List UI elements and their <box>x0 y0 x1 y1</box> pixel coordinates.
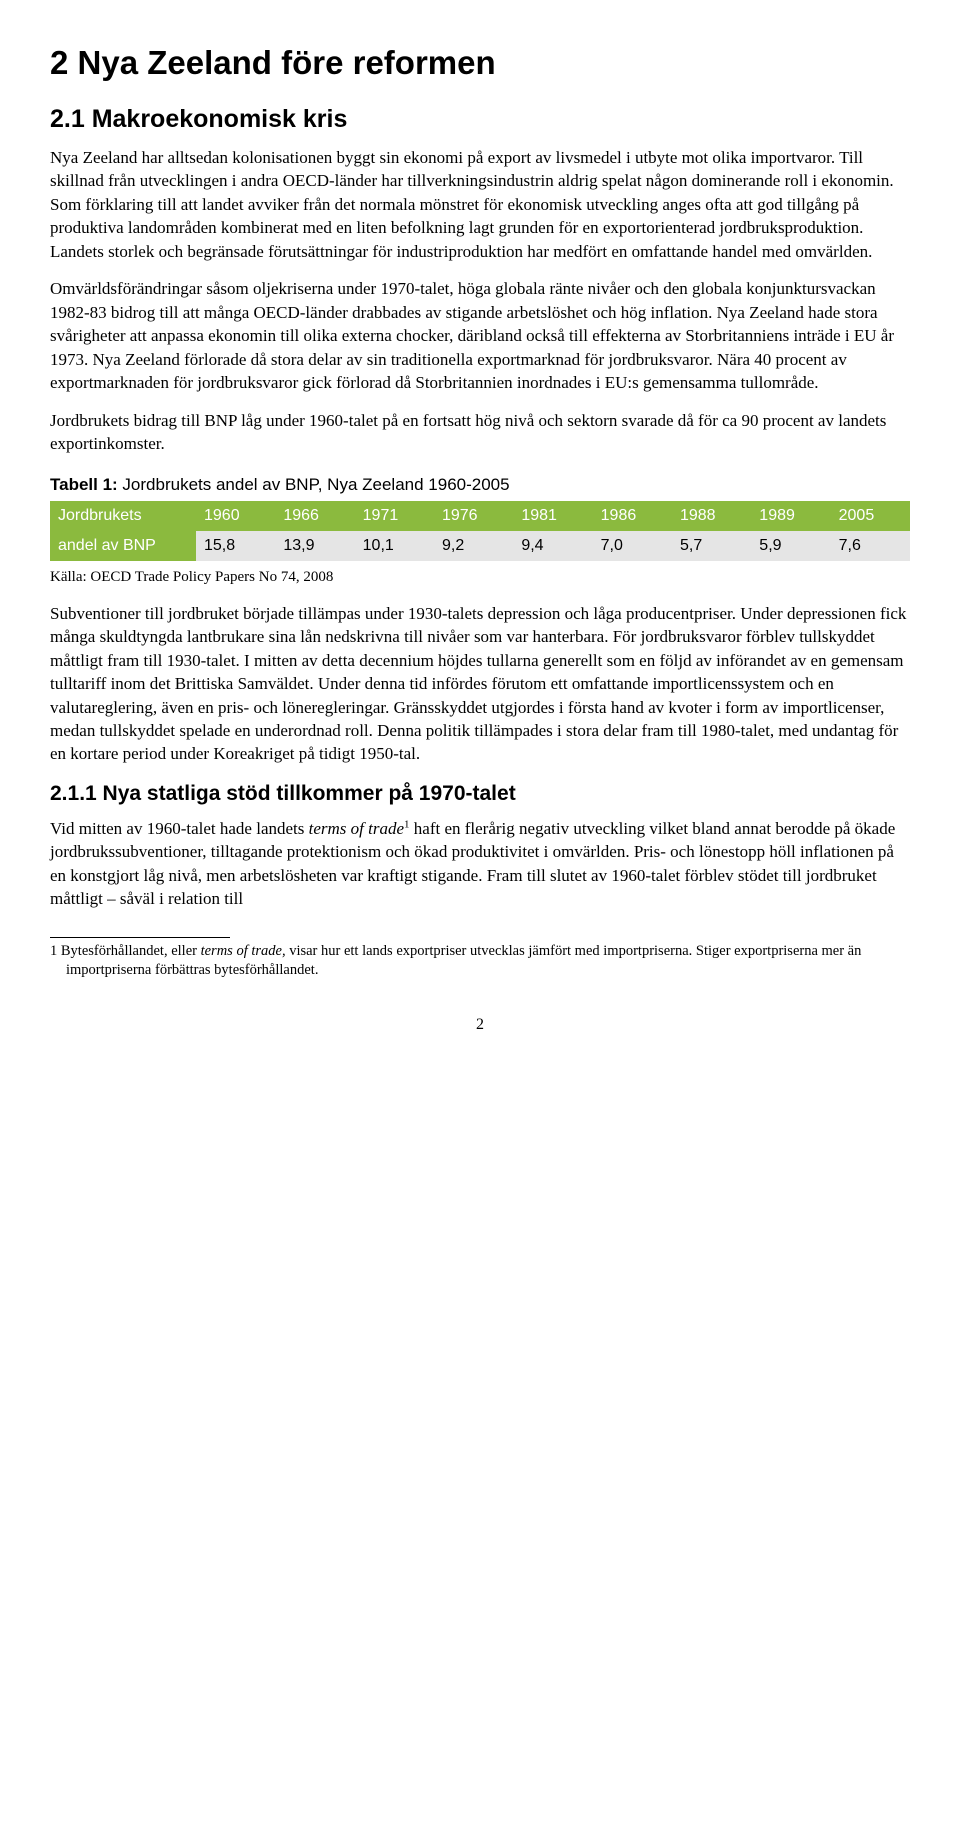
table-cell: 10,1 <box>355 531 434 561</box>
chapter-heading: 2 Nya Zeeland före reformen <box>50 40 910 86</box>
table-source: Källa: OECD Trade Policy Papers No 74, 2… <box>50 567 910 588</box>
footnote-text: 1 Bytesförhållandet, eller <box>50 943 201 959</box>
italic-term: terms of trade <box>309 819 404 838</box>
table-cell: 5,9 <box>751 531 830 561</box>
body-paragraph: Subventioner till jordbruket började til… <box>50 602 910 766</box>
table-caption-text: Jordbrukets andel av BNP, Nya Zeeland 19… <box>118 475 510 494</box>
subsection-heading: 2.1.1 Nya statliga stöd tillkommer på 19… <box>50 780 910 809</box>
table-data-row: andel av BNP 15,8 13,9 10,1 9,2 9,4 7,0 … <box>50 531 910 561</box>
page-number: 2 <box>50 1014 910 1036</box>
table-header-cell: 1960 <box>196 501 275 531</box>
table-cell: 7,6 <box>831 531 910 561</box>
footnote: 1 Bytesförhållandet, eller terms of trad… <box>50 942 910 980</box>
italic-term: terms of trade, <box>201 943 286 959</box>
table-cell: 9,2 <box>434 531 513 561</box>
body-paragraph: Nya Zeeland har alltsedan kolonisationen… <box>50 146 910 263</box>
table-header-row: Jordbrukets 1960 1966 1971 1976 1981 198… <box>50 501 910 531</box>
table-cell: 15,8 <box>196 531 275 561</box>
table-header-cell: 1989 <box>751 501 830 531</box>
table-cell: 7,0 <box>593 531 672 561</box>
table-cell: 5,7 <box>672 531 751 561</box>
data-table: Jordbrukets 1960 1966 1971 1976 1981 198… <box>50 501 910 561</box>
body-paragraph: Omvärldsförändringar såsom oljekriserna … <box>50 277 910 394</box>
table-cell: 13,9 <box>275 531 354 561</box>
footnote-separator <box>50 937 230 938</box>
table-caption-label: Tabell 1: <box>50 475 118 494</box>
table-header-cell: 1988 <box>672 501 751 531</box>
table-cell: 9,4 <box>513 531 592 561</box>
table-header-cell: 1966 <box>275 501 354 531</box>
section-heading: 2.1 Makroekonomisk kris <box>50 102 910 137</box>
table-row-label: andel av BNP <box>50 531 196 561</box>
body-paragraph: Jordbrukets bidrag till BNP låg under 19… <box>50 409 910 456</box>
table-header-cell: 1971 <box>355 501 434 531</box>
table-header-cell: 1986 <box>593 501 672 531</box>
paragraph-text: Vid mitten av 1960-talet hade landets <box>50 819 309 838</box>
table-caption: Tabell 1: Jordbrukets andel av BNP, Nya … <box>50 473 910 496</box>
body-paragraph: Vid mitten av 1960-talet hade landets te… <box>50 817 910 911</box>
table-header-cell: 2005 <box>831 501 910 531</box>
table-header-cell: 1981 <box>513 501 592 531</box>
table-header-cell: 1976 <box>434 501 513 531</box>
table-row-label: Jordbrukets <box>50 501 196 531</box>
